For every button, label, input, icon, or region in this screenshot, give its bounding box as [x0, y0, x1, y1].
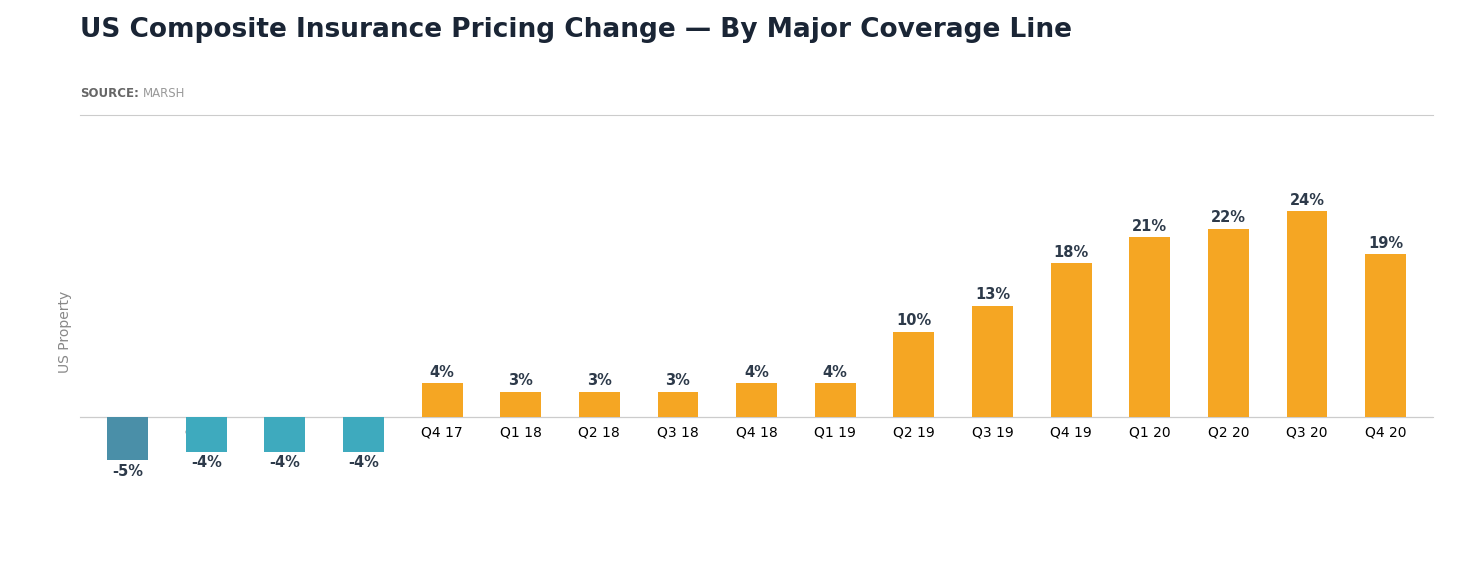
- Bar: [421, 383, 462, 418]
- Bar: [1129, 237, 1170, 418]
- Text: 3%: 3%: [665, 373, 690, 388]
- Bar: [579, 392, 620, 418]
- Text: 21%: 21%: [1132, 219, 1167, 234]
- Bar: [737, 383, 776, 418]
- Bar: [1051, 263, 1092, 418]
- Bar: [972, 306, 1013, 418]
- Text: SOURCE:: SOURCE:: [80, 87, 139, 100]
- Text: 18%: 18%: [1054, 244, 1089, 260]
- Text: -4%: -4%: [269, 455, 300, 470]
- Text: 4%: 4%: [744, 365, 769, 379]
- Text: 4%: 4%: [430, 365, 455, 379]
- Text: -4%: -4%: [348, 455, 379, 470]
- Bar: [1366, 255, 1406, 418]
- Text: 19%: 19%: [1368, 236, 1404, 251]
- Text: 10%: 10%: [896, 313, 931, 328]
- Text: -4%: -4%: [190, 455, 222, 470]
- Text: 4%: 4%: [823, 365, 848, 379]
- Bar: [186, 418, 227, 452]
- Bar: [500, 392, 541, 418]
- Bar: [814, 383, 855, 418]
- Text: 24%: 24%: [1289, 193, 1325, 208]
- Text: US Composite Insurance Pricing Change — By Major Coverage Line: US Composite Insurance Pricing Change — …: [80, 17, 1073, 43]
- Bar: [1208, 229, 1249, 418]
- Y-axis label: US Property: US Property: [58, 291, 72, 373]
- Text: 3%: 3%: [509, 373, 534, 388]
- Text: 22%: 22%: [1211, 210, 1246, 225]
- Bar: [107, 418, 148, 460]
- Text: -5%: -5%: [113, 464, 143, 479]
- Bar: [893, 332, 934, 418]
- Text: 3%: 3%: [586, 373, 611, 388]
- Bar: [265, 418, 306, 452]
- Text: MARSH: MARSH: [143, 87, 186, 100]
- Text: 13%: 13%: [975, 287, 1010, 302]
- Bar: [344, 418, 385, 452]
- Bar: [1287, 211, 1327, 418]
- Bar: [658, 392, 699, 418]
